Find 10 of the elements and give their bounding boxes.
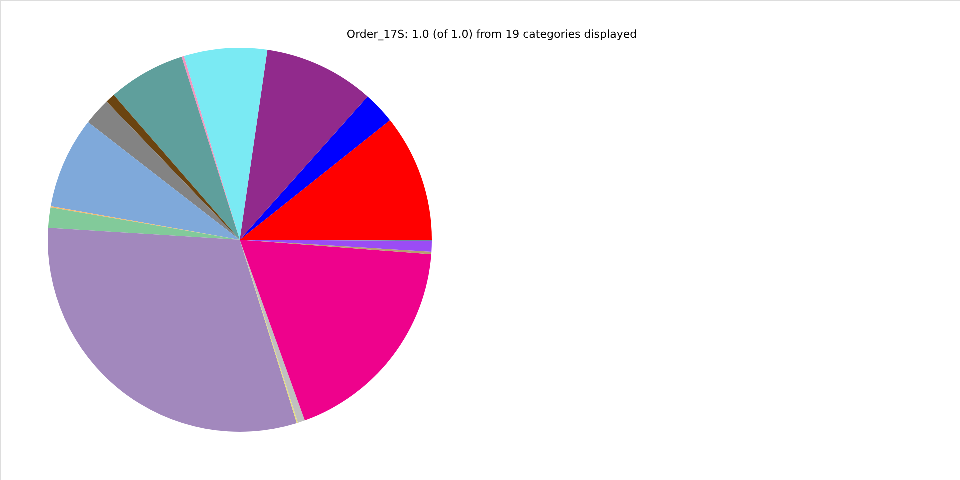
pie-slice	[48, 228, 298, 432]
pie-slice	[240, 50, 368, 240]
pie-slice	[114, 57, 240, 240]
pie-slice	[88, 102, 240, 240]
text: Order_17S: 1.0 (of 1.0) from 19 categories displayed	[346, 28, 638, 41]
pie-slice	[240, 240, 432, 421]
pie-slice	[240, 120, 432, 240]
pie-slice	[184, 48, 268, 240]
pie-slice	[240, 96, 390, 240]
pie-slice	[50, 122, 240, 240]
